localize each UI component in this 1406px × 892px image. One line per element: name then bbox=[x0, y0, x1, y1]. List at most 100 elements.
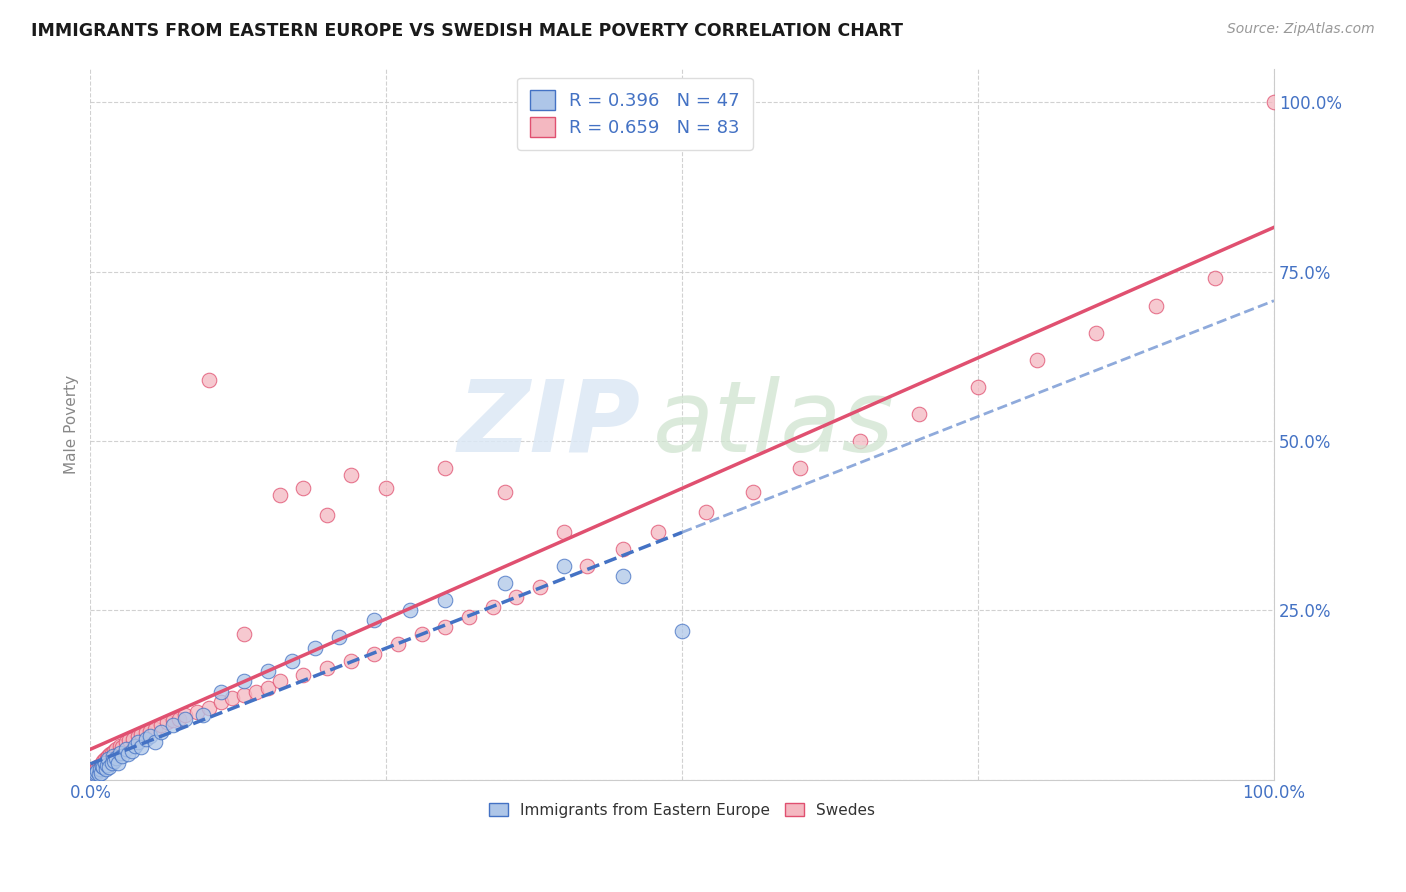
Point bbox=[100, 746, 122, 760]
Point bbox=[167, 712, 190, 726]
Point bbox=[612, 542, 634, 557]
Point bbox=[127, 729, 149, 743]
Point bbox=[100, 747, 122, 761]
Point bbox=[105, 751, 128, 765]
Point bbox=[87, 767, 110, 781]
Point bbox=[89, 763, 111, 777]
Point bbox=[129, 726, 152, 740]
Point bbox=[908, 407, 931, 421]
Point bbox=[121, 744, 143, 758]
Point bbox=[1144, 299, 1167, 313]
Point bbox=[91, 756, 114, 770]
Point bbox=[848, 434, 870, 448]
Point bbox=[612, 569, 634, 583]
Text: IMMIGRANTS FROM EASTERN EUROPE VS SWEDISH MALE POVERTY CORRELATION CHART: IMMIGRANTS FROM EASTERN EUROPE VS SWEDIS… bbox=[31, 22, 903, 40]
Point bbox=[1085, 326, 1108, 340]
Point bbox=[292, 667, 315, 681]
Point bbox=[789, 461, 811, 475]
Point bbox=[80, 769, 103, 783]
Point bbox=[103, 744, 125, 758]
Point bbox=[82, 769, 104, 783]
Point bbox=[138, 729, 160, 743]
Point bbox=[434, 593, 457, 607]
Point bbox=[108, 739, 131, 753]
Point bbox=[135, 731, 157, 746]
Point bbox=[101, 752, 124, 766]
Point bbox=[129, 740, 152, 755]
Point bbox=[83, 765, 105, 780]
Point bbox=[328, 631, 350, 645]
Point bbox=[197, 701, 219, 715]
Point bbox=[91, 759, 114, 773]
Point bbox=[434, 620, 457, 634]
Point bbox=[339, 654, 361, 668]
Point bbox=[387, 637, 409, 651]
Point bbox=[108, 746, 131, 760]
Point bbox=[156, 714, 179, 729]
Point bbox=[117, 747, 139, 761]
Point bbox=[84, 763, 107, 777]
Point bbox=[375, 482, 398, 496]
Point bbox=[84, 765, 107, 780]
Point bbox=[150, 725, 173, 739]
Point bbox=[209, 684, 232, 698]
Point bbox=[103, 754, 125, 768]
Point bbox=[97, 752, 120, 766]
Point bbox=[339, 467, 361, 482]
Point bbox=[114, 742, 136, 756]
Point bbox=[967, 380, 990, 394]
Point bbox=[494, 484, 516, 499]
Point bbox=[84, 764, 107, 779]
Point bbox=[280, 654, 302, 668]
Point bbox=[186, 705, 208, 719]
Point bbox=[553, 559, 575, 574]
Point bbox=[93, 752, 115, 766]
Point bbox=[458, 610, 481, 624]
Point bbox=[174, 708, 197, 723]
Point bbox=[107, 747, 129, 761]
Point bbox=[316, 661, 339, 675]
Point bbox=[96, 751, 118, 765]
Point bbox=[647, 525, 669, 540]
Point bbox=[363, 648, 385, 662]
Point bbox=[90, 765, 112, 780]
Point bbox=[529, 580, 551, 594]
Point bbox=[135, 725, 157, 739]
Point bbox=[145, 722, 167, 736]
Point bbox=[107, 756, 129, 770]
Point bbox=[86, 764, 108, 779]
Point bbox=[304, 640, 326, 655]
Text: Source: ZipAtlas.com: Source: ZipAtlas.com bbox=[1227, 22, 1375, 37]
Point bbox=[97, 748, 120, 763]
Point bbox=[98, 756, 121, 770]
Legend: Immigrants from Eastern Europe, Swedes: Immigrants from Eastern Europe, Swedes bbox=[482, 795, 883, 825]
Point bbox=[257, 665, 280, 679]
Point bbox=[127, 735, 149, 749]
Point bbox=[695, 505, 717, 519]
Point bbox=[191, 708, 214, 723]
Point bbox=[122, 731, 145, 746]
Point bbox=[138, 723, 160, 738]
Point bbox=[100, 756, 122, 770]
Point bbox=[98, 760, 121, 774]
Point bbox=[174, 712, 197, 726]
Point bbox=[150, 718, 173, 732]
Point bbox=[269, 674, 291, 689]
Point bbox=[233, 627, 256, 641]
Point bbox=[576, 559, 599, 574]
Point bbox=[104, 748, 127, 763]
Point bbox=[245, 684, 267, 698]
Point bbox=[93, 756, 115, 770]
Point bbox=[481, 599, 503, 614]
Point bbox=[292, 482, 315, 496]
Point bbox=[94, 763, 117, 777]
Point bbox=[494, 576, 516, 591]
Point bbox=[91, 754, 114, 768]
Point bbox=[363, 614, 385, 628]
Point bbox=[221, 691, 243, 706]
Point bbox=[399, 603, 422, 617]
Point bbox=[105, 742, 128, 756]
Point bbox=[1263, 95, 1285, 110]
Point bbox=[84, 767, 107, 781]
Y-axis label: Male Poverty: Male Poverty bbox=[65, 375, 79, 474]
